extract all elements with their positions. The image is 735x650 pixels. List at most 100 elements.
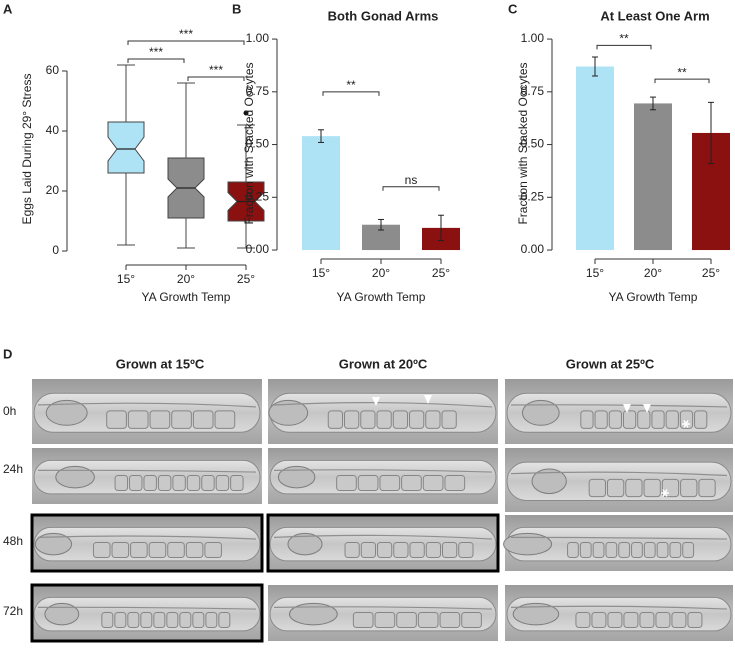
- asterisk: [662, 489, 668, 497]
- y-tick-label: 1.00: [246, 31, 270, 45]
- oocyte: [409, 410, 425, 429]
- significance-bracket: [596, 44, 652, 50]
- oocyte: [204, 541, 222, 559]
- oocyte: [401, 474, 422, 492]
- x-axis-label: YA Growth Temp: [142, 290, 231, 304]
- x-tick-label: 15°: [586, 266, 604, 280]
- row-label: 0h: [3, 404, 16, 418]
- oocyte: [588, 478, 606, 498]
- panel-letter: C: [508, 1, 518, 16]
- y-axis-label: Fraction with Stacked Oocytes: [516, 62, 530, 224]
- column-header: Grown at 15ºC: [116, 356, 205, 371]
- oocyte: [377, 541, 393, 559]
- embryo: [287, 532, 323, 556]
- y-tick-label: 20: [46, 183, 60, 197]
- oocyte: [671, 611, 687, 629]
- y-tick-label: 0.25: [246, 189, 270, 203]
- oocyte: [441, 410, 457, 429]
- oocyte: [111, 541, 130, 559]
- oocyte: [579, 541, 592, 559]
- significance-bracket: [187, 76, 245, 81]
- oocyte: [101, 611, 114, 629]
- oocyte: [442, 541, 458, 559]
- panel-letter: A: [3, 1, 13, 16]
- oocyte: [172, 474, 186, 492]
- oocyte: [127, 611, 140, 629]
- significance-bracket: [127, 58, 185, 63]
- embryo: [512, 602, 560, 626]
- x-tick-label: 15°: [312, 266, 330, 280]
- oocyte: [631, 541, 643, 559]
- significance-bracket: [382, 186, 440, 191]
- oocyte: [327, 410, 344, 429]
- embryo: [521, 399, 560, 426]
- x-tick-label: 25°: [237, 272, 255, 286]
- oocyte: [205, 611, 218, 629]
- oocyte: [425, 541, 442, 559]
- y-tick-label: 0: [52, 243, 59, 257]
- x-tick-label: 20°: [644, 266, 662, 280]
- y-tick-label: 40: [46, 123, 60, 137]
- asterisk: [683, 420, 689, 428]
- oocyte: [637, 410, 651, 429]
- significance-bracket: [322, 91, 380, 96]
- oocyte: [458, 541, 474, 559]
- oocyte: [622, 410, 637, 429]
- oocyte: [360, 541, 377, 559]
- oocyte: [594, 410, 608, 429]
- panel-letter: B: [232, 1, 241, 16]
- oocyte: [201, 474, 215, 492]
- oocyte: [192, 410, 214, 429]
- oocyte: [185, 541, 204, 559]
- row-label: 72h: [3, 604, 23, 618]
- x-tick-label: 25°: [702, 266, 720, 280]
- oocyte: [665, 410, 679, 429]
- embryo: [289, 602, 338, 626]
- oocyte: [608, 410, 622, 429]
- oocyte: [425, 410, 441, 429]
- gut-line: [273, 606, 493, 610]
- embryo: [34, 532, 73, 556]
- y-tick-label: 0.25: [521, 189, 545, 203]
- x-axis-label: YA Growth Temp: [337, 290, 426, 304]
- column-header: Grown at 25ºC: [566, 356, 655, 371]
- gut-line: [273, 534, 493, 540]
- oocyte: [567, 541, 579, 559]
- oocyte: [143, 474, 157, 492]
- oocyte: [392, 410, 409, 429]
- oocyte: [214, 410, 236, 429]
- oocyte: [682, 541, 695, 559]
- gut-line: [510, 536, 728, 540]
- oocyte: [417, 611, 439, 629]
- y-tick-label: 1.00: [521, 31, 545, 45]
- oocyte: [153, 611, 166, 629]
- micrograph-grid: [30, 379, 733, 643]
- oocyte: [149, 410, 171, 429]
- y-axis-label: Eggs Laid During 29° Stress: [20, 74, 34, 225]
- oocyte: [140, 611, 153, 629]
- oocyte: [643, 478, 661, 498]
- oocyte: [606, 478, 625, 498]
- column-header: Grown at 20ºC: [339, 356, 428, 371]
- gut-line: [510, 471, 728, 477]
- oocyte: [376, 410, 392, 429]
- row-label: 48h: [3, 534, 23, 548]
- embryo: [55, 465, 95, 489]
- chart-title: At Least One Arm: [600, 8, 709, 23]
- oocyte: [694, 410, 708, 429]
- y-axis-label: Fraction with Stacked Oocytes: [242, 62, 256, 224]
- arrowhead: [643, 404, 651, 413]
- oocyte: [687, 611, 703, 629]
- oocyte: [439, 611, 461, 629]
- oocyte: [461, 611, 482, 629]
- gut-line: [37, 535, 257, 540]
- oocyte: [639, 611, 655, 629]
- x-tick-label: 20°: [177, 272, 195, 286]
- x-tick-label: 15°: [117, 272, 135, 286]
- oocyte: [618, 541, 631, 559]
- oocyte: [166, 611, 179, 629]
- y-tick-label: 0.00: [521, 242, 545, 256]
- oocyte: [422, 474, 444, 492]
- oocyte: [655, 611, 671, 629]
- panel-letter: D: [3, 346, 12, 361]
